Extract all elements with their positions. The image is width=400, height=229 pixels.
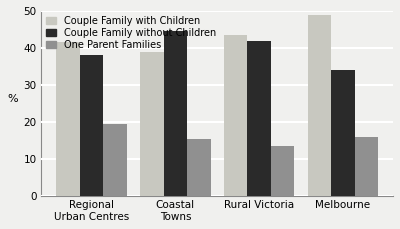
- Bar: [308, 15, 331, 196]
- Bar: [56, 42, 80, 196]
- Legend: Couple Family with Children, Couple Family without Children, One Parent Families: Couple Family with Children, Couple Fami…: [46, 16, 216, 50]
- Bar: [331, 70, 354, 196]
- Bar: [140, 52, 164, 196]
- Bar: [164, 31, 187, 196]
- Bar: [354, 137, 378, 196]
- Y-axis label: %: %: [7, 94, 18, 104]
- Bar: [247, 41, 271, 196]
- Bar: [224, 35, 247, 196]
- Bar: [103, 124, 127, 196]
- Bar: [271, 146, 294, 196]
- Bar: [80, 55, 103, 196]
- Bar: [187, 139, 210, 196]
